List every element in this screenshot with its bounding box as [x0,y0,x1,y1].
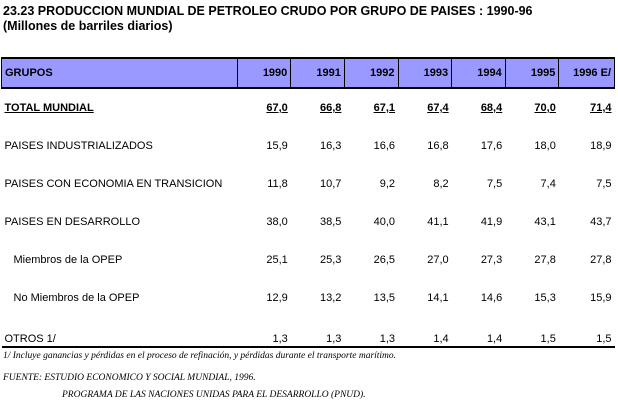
table-cell: 18,9 [590,140,612,152]
row-label: PAISES EN DESARROLLO [4,216,141,228]
table-cell: 41,1 [427,216,449,228]
page-subtitle: (Millones de barriles diarios) [3,19,173,33]
column-header-1994: 1994 [451,57,506,89]
table-cell: 16,8 [427,140,449,152]
table-cell: 11,8 [267,178,288,190]
table-cell: 26,5 [373,254,396,266]
table-cell: 1,3 [290,317,345,348]
table-cell: 43,7 [590,216,612,228]
table-cell: 18,0 [534,140,556,152]
table-row-opep: Miembros de la OPEP 25,1 25,3 26,5 27,0 … [2,241,615,279]
table-cell: 15,9 [590,292,612,304]
row-label: OTROS 1/ [1,317,238,348]
column-header-grupos: GRUPOS [1,57,238,89]
table-cell: 71,4 [590,102,612,114]
table-cell: 7,5 [596,178,612,190]
table-cell: 8,2 [433,178,449,190]
table-cell: 27,0 [427,254,449,266]
table-cell: 7,4 [540,178,556,190]
table-cell: 9,2 [379,178,396,190]
table-cell: 1,5 [558,317,615,348]
table-cell: 7,5 [486,178,503,190]
production-table: GRUPOS 1990 1991 1992 1993 1994 1995 199… [1,57,615,348]
table-cell: 10,7 [319,178,342,190]
table-cell: 16,6 [373,140,396,152]
table-cell: 67,1 [373,102,396,114]
table-cell: 38,0 [266,216,288,228]
table-row-total-mundial: TOTAL MUNDIAL 67,0 66,8 67,1 67,4 68,4 7… [2,88,615,127]
table-cell: 67,0 [266,102,288,114]
column-header-1991: 1991 [290,57,345,89]
table-cell: 16,3 [319,140,342,152]
source-note: FUENTE: ESTUDIO ECONOMICO Y SOCIAL MUNDI… [3,373,256,383]
table-cell: 13,2 [319,292,342,304]
table-cell: 68,4 [480,102,503,114]
row-label: PAISES CON ECONOMIA EN TRANSICION [4,178,223,190]
table-cell: 1,3 [237,317,291,348]
table-cell: 14,6 [480,292,503,304]
column-header-1995: 1995 [504,57,560,89]
table-cell: 14,1 [427,292,449,304]
table-cell: 66,8 [319,102,342,114]
table-cell: 40,0 [373,216,396,228]
table-row-otros: OTROS 1/ 1,3 1,3 1,3 1,4 1,4 1,5 1,5 [1,317,615,348]
table-header-row: GRUPOS 1990 1991 1992 1993 1994 1995 199… [1,57,615,89]
source-note-continued: PROGRAMA DE LAS NACIONES UNIDAS PARA EL … [62,390,366,400]
table-cell: 25,3 [319,254,342,266]
table-cell: 27,3 [480,254,503,266]
table-cell: 38,5 [319,216,342,228]
column-header-1992: 1992 [343,57,399,89]
table-cell: 12,9 [266,292,288,304]
table-cell: 43,1 [534,216,556,228]
footnote: 1/ Incluye ganancias y pérdidas en el pr… [3,351,397,361]
table-cell: 25,1 [266,254,288,266]
table-cell: 15,3 [534,292,556,304]
column-header-1990: 1990 [236,57,292,89]
row-label: PAISES INDUSTRIALIZADOS [4,140,153,152]
row-label: TOTAL MUNDIAL [4,102,94,114]
row-label: No Miembros de la OPEP [13,292,140,304]
table-cell: 1,3 [344,317,399,348]
table-cell: 27,8 [590,254,612,266]
table-cell: 17,6 [480,140,503,152]
table-row-industrializados: PAISES INDUSTRIALIZADOS 15,9 16,3 16,6 1… [2,127,615,165]
table-cell: 27,8 [534,254,556,266]
table-cell: 15,9 [266,140,288,152]
column-header-1993: 1993 [397,57,453,89]
table-cell: 1,4 [398,317,452,348]
table-cell: 67,4 [427,102,449,114]
column-header-1996: 1996 E/ [558,57,615,89]
row-label: Miembros de la OPEP [13,254,123,266]
table-cell: 13,5 [373,292,396,304]
table-row-no-opep: No Miembros de la OPEP 12,9 13,2 13,5 14… [2,279,615,317]
table-cell: 1,4 [451,317,506,348]
table-row-desarrollo: PAISES EN DESARROLLO 38,0 38,5 40,0 41,1… [2,203,615,241]
page-title: 23.23 PRODUCCION MUNDIAL DE PETROLEO CRU… [3,4,533,18]
table-cell: 41,9 [480,216,503,228]
table-cell: 70,0 [534,102,556,114]
table-cell: 1,5 [505,317,559,348]
table-row-transicion: PAISES CON ECONOMIA EN TRANSICION 11,8 1… [2,165,615,203]
